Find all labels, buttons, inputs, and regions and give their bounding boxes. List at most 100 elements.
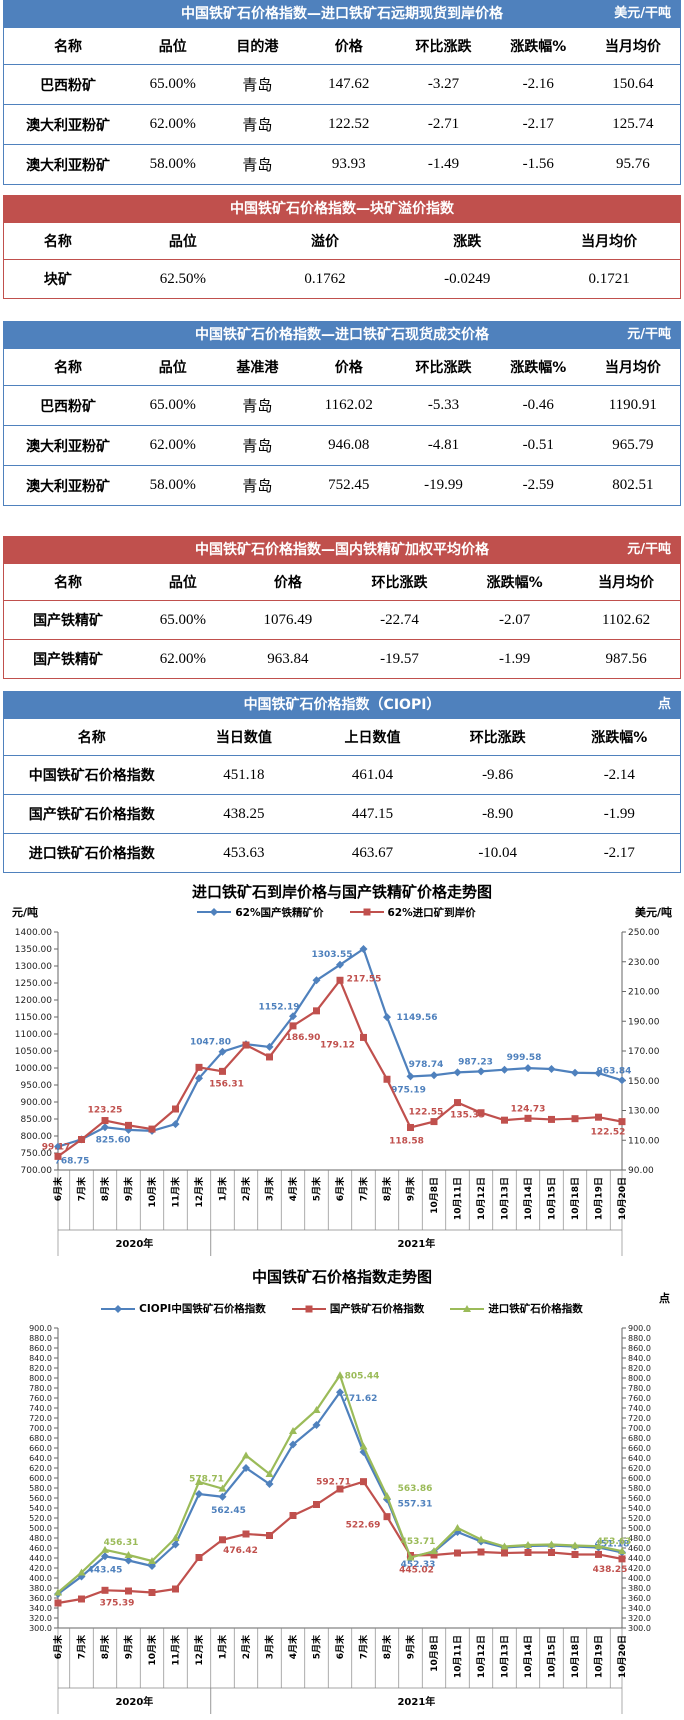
left-tick-label: 540.0 [29,1504,52,1513]
data-point-square [78,1136,85,1144]
data-point-diamond [124,1556,133,1565]
data-point-square [125,1587,132,1595]
cell-value: -4.81 [427,437,460,453]
x-axis-label: 10月13日 [500,1635,511,1678]
left-tick-label: 840.0 [29,1354,52,1363]
x-axis-label: 8月末 [381,1634,393,1659]
data-point-square [360,1478,367,1486]
data-label: 557.31 [398,1499,433,1509]
left-tick-label: 480.0 [29,1534,52,1543]
price-table-1: 中国铁矿石价格指数—块矿溢价指数 名称 品位 溢价 涨跌 当月均价 块矿 62.50% 0.17… [3,195,681,299]
left-tick-label: 1350.00 [15,945,52,955]
cell-value: 946.08 [328,437,370,453]
data-point-triangle [171,1534,180,1541]
x-axis-label: 10月13日 [500,1177,511,1220]
data-point-triangle [477,1535,485,1543]
series-line-CIOPI中国铁矿石价格指数 [57,1389,623,1595]
data-point-diamond [265,1042,274,1051]
x-axis-label: 12月末 [193,1176,205,1208]
table-row: 国产铁精矿 65.00% 1076.49 -22.74 -2.07 1102.62 [3,600,681,640]
data-label: 453.71 [401,1537,436,1547]
data-point-square [430,1551,438,1559]
data-point-square [501,1549,508,1557]
right-tick-label: 800.0 [628,1374,651,1383]
legend-marker-icon [291,1305,326,1312]
x-axis-label: 10月12日 [476,1177,487,1220]
data-point-square [477,1109,485,1117]
data-point-diamond [265,1480,274,1488]
price-table-3: 中国铁矿石价格指数—国内铁精矿加权平均价格 元/干吨 名称 品位 价格 环比涨跌 涨跌幅% 当… [3,536,681,679]
data-label: 118.58 [389,1136,424,1146]
data-label: 179.12 [320,1040,355,1050]
left-tick-label: 320.0 [29,1614,52,1623]
right-tick-label: 820.0 [628,1364,651,1373]
table-row: 进口铁矿石价格指数 453.63 463.67 -10.04 -2.17 [3,833,681,873]
left-tick-label: 560.0 [29,1494,52,1503]
data-point-square [524,1549,532,1556]
data-label: 975.19 [391,1085,426,1095]
data-point-triangle [265,1470,274,1477]
column-header: 品位 [158,39,187,55]
x-axis-label: 9月末 [405,1176,417,1201]
cell-value: 65.00% [149,76,196,92]
left-tick-label: 800.0 [29,1374,52,1383]
left-tick-label: 850.00 [21,1115,53,1125]
column-header: 溢价 [311,234,340,250]
chart2-title: 中国铁矿石价格指数走势图 [251,1268,432,1286]
table-row: 澳大利亚粉矿 58.00% 青岛 752.45 -19.99 -2.59 802.51 [3,465,681,506]
left-tick-label: 720.0 [29,1414,52,1423]
data-point-triangle [336,1371,344,1379]
table-row: 澳大利亚粉矿 62.00% 青岛 946.08 -4.81 -0.51 965.79 [3,425,681,466]
data-label: 452.33 [401,1560,436,1570]
table-row: 国产铁矿石价格指数 438.25 447.15 -8.90 -1.99 [3,794,681,834]
cell-value: 147.62 [328,76,370,92]
data-point-square [313,1501,320,1508]
data-point-square [336,1485,344,1493]
data-point-triangle [618,1547,626,1555]
left-tick-label: 520.0 [29,1514,52,1523]
column-header: 名称 [54,360,83,376]
data-point-square [454,1549,461,1557]
data-label: 476.42 [223,1546,258,1556]
cell-value: 453.63 [223,844,265,861]
cell-value: -19.99 [424,477,463,493]
data-point-square [430,1118,438,1126]
data-label: 1149.56 [397,1013,438,1023]
data-point-square [548,1549,555,1556]
data-label: 445.02 [399,1565,434,1575]
cell-value: 93.93 [331,156,366,172]
left-tick-label: 460.0 [29,1544,52,1553]
data-point-square [501,1116,508,1124]
cell-value: 65.00% [159,611,207,628]
left-tick-label: 380.0 [29,1584,52,1593]
cell-value: 1102.62 [601,611,651,628]
cell-value: 青岛 [242,158,273,174]
right-tick-label: 640.0 [628,1454,651,1463]
x-axis-label: 10月末 [146,1176,158,1208]
x-axis-label: 9月末 [123,1634,135,1659]
left-tick-label: 680.0 [29,1434,52,1443]
cell-value: 62.00% [149,437,196,453]
cell-value: 461.04 [351,766,394,783]
table-title: 中国铁矿石价格指数—块矿溢价指数 [230,201,454,217]
row-name: 澳大利亚粉矿 [26,157,111,174]
left-tick-label: 1200.00 [15,996,52,1006]
left-tick-label: 900.0 [29,1324,52,1333]
x-axis-label: 10月14日 [523,1635,534,1678]
data-point-triangle [312,1406,321,1413]
row-name: 国产铁矿石价格指数 [28,807,155,823]
cell-value: 青岛 [242,439,273,455]
data-label: 122.55 [409,1108,444,1118]
data-point-triangle [242,1451,250,1459]
right-tick-label: 720.0 [628,1414,651,1423]
table-title: 中国铁矿石价格指数（CIOPI） [243,697,441,713]
x-axis-label: 10月末 [146,1634,158,1666]
left-tick-label: 750.00 [21,1149,53,1159]
table-unit: 元/干吨 [627,327,671,342]
data-point-triangle [54,1588,62,1596]
data-label: 186.90 [286,1033,321,1043]
data-point-diamond [171,1120,180,1129]
table-title: 中国铁矿石价格指数—国内铁精矿加权平均价格 [195,542,489,558]
right-tick-label: 420.0 [628,1564,651,1573]
